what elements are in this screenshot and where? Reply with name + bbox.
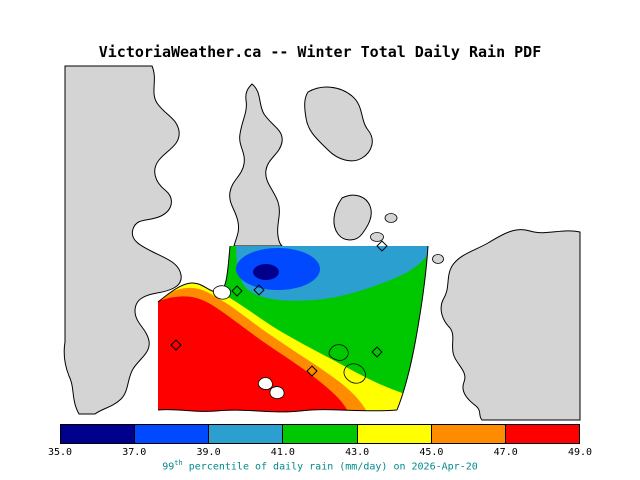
caption: 99th percentile of daily rain (mm/day) o… xyxy=(0,459,640,472)
colorbar-segment xyxy=(430,424,506,444)
colorbar-segment xyxy=(356,424,432,444)
page-title: VictoriaWeather.ca -- Winter Total Daily… xyxy=(98,43,542,61)
colorbar xyxy=(60,424,580,444)
colorbar-segment xyxy=(134,424,210,444)
water-outline-1 xyxy=(328,344,349,361)
land-masses xyxy=(63,65,581,421)
caption-base: 99 xyxy=(162,461,175,473)
station-marker xyxy=(253,284,265,296)
colorbar-tick-label: 45.0 xyxy=(419,447,444,458)
colorbar-tick-label: 47.0 xyxy=(493,447,518,458)
water-outline-2 xyxy=(343,363,366,384)
colorbar-tick-label: 41.0 xyxy=(270,447,295,458)
coastline-northwest xyxy=(157,245,231,303)
colorbar-tick-label: 49.0 xyxy=(567,447,593,458)
station-marker xyxy=(231,285,243,297)
lake-outline-1 xyxy=(257,377,273,390)
station-marker xyxy=(376,240,388,252)
station-marker xyxy=(306,365,318,377)
colorbar-segment xyxy=(282,424,358,444)
colorbar-tick-label: 43.0 xyxy=(345,447,370,458)
colorbar-ticks: 35.0 37.0 39.0 41.0 43.0 45.0 47.0 49.0 xyxy=(48,447,592,460)
station-marker xyxy=(371,346,383,358)
colorbar-tick-label: 35.0 xyxy=(47,447,73,458)
coastline-overlays xyxy=(157,245,429,413)
land-east-islands xyxy=(440,229,581,421)
island-saltspring xyxy=(304,86,373,162)
coastline-east xyxy=(396,245,429,411)
colorbar-segment xyxy=(208,424,284,444)
colorbar-tick-label: 37.0 xyxy=(122,447,147,458)
island-sidney xyxy=(333,194,372,241)
station-markers xyxy=(170,240,388,377)
islet-3 xyxy=(432,254,444,264)
caption-rest: percentile of daily rain (mm/day) on 202… xyxy=(182,461,478,473)
contour-band-red xyxy=(158,296,351,412)
colorbar-segment xyxy=(504,424,580,444)
contour-band-navy xyxy=(253,264,279,280)
colorbar-segment xyxy=(60,424,136,444)
caption-superscript: th xyxy=(174,459,183,467)
land-saanich-peninsula xyxy=(229,83,284,247)
harbour-inlet xyxy=(213,285,231,300)
rain-contour-field xyxy=(158,246,428,412)
land-vancouver-island-west xyxy=(63,65,182,415)
coastline-south xyxy=(157,409,398,413)
lake-outline-2 xyxy=(269,386,285,400)
station-marker xyxy=(170,339,182,351)
islet-1 xyxy=(384,213,398,223)
colorbar-tick-label: 39.0 xyxy=(196,447,221,458)
islet-2 xyxy=(370,232,384,242)
